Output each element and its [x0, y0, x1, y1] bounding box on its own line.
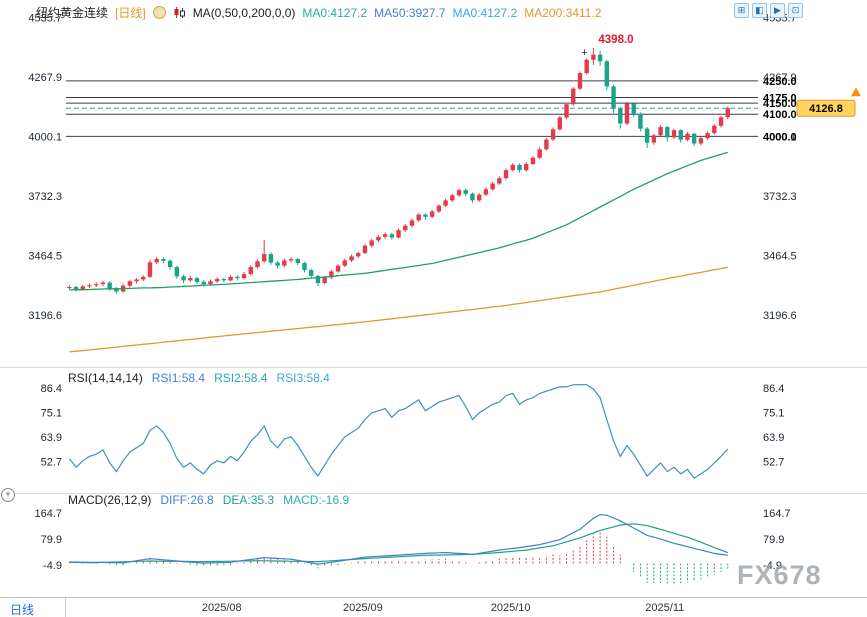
rsi3-value: RSI3:58.4 [276, 371, 330, 385]
svg-text:52.7: 52.7 [763, 456, 784, 468]
grid-layout-icon[interactable]: ⊞ [734, 3, 749, 18]
ma50-line [69, 151, 728, 291]
svg-text:63.9: 63.9 [41, 432, 62, 444]
last-price-tag: 4126.8 [796, 99, 856, 117]
svg-text:4126.8: 4126.8 [809, 103, 843, 115]
chart-toolbar: ⊞ ◧ ▶ ⊡ [734, 3, 803, 18]
svg-text:3196.6: 3196.6 [28, 310, 62, 322]
time-axis-label: 2025/11 [645, 602, 685, 614]
time-axis-label: 2025/10 [490, 602, 531, 614]
ma50-value: MA50:3927.7 [374, 5, 446, 20]
diff-line [69, 513, 728, 565]
svg-text:75.1: 75.1 [763, 408, 784, 420]
svg-text:164.7: 164.7 [34, 508, 62, 520]
svg-text:4150.0: 4150.0 [763, 98, 797, 110]
svg-text:4267.9: 4267.9 [28, 72, 62, 84]
watermark: FX678 [737, 560, 822, 590]
svg-text:4100.0: 4100.0 [763, 109, 797, 121]
svg-text:86.4: 86.4 [763, 383, 784, 395]
svg-text:4250.0: 4250.0 [763, 76, 797, 88]
svg-text:4175.0: 4175.0 [763, 93, 797, 105]
svg-text:4267.9: 4267.9 [763, 72, 797, 84]
svg-text:3732.3: 3732.3 [763, 191, 797, 203]
rsi2-value: RSI2:58.4 [214, 371, 268, 385]
footer-divider [65, 598, 66, 617]
svg-text:164.7: 164.7 [763, 508, 791, 520]
svg-text:4535.7: 4535.7 [28, 12, 62, 24]
svg-text:3464.5: 3464.5 [763, 250, 797, 262]
macd-histogram [68, 531, 729, 584]
single-layout-icon[interactable]: ⊡ [788, 3, 803, 18]
svg-text:3732.3: 3732.3 [28, 191, 62, 203]
time-axis-label: 2025/08 [201, 602, 242, 614]
period-daily-button[interactable]: 日线 [10, 603, 35, 617]
diff-value: DIFF:26.8 [160, 493, 214, 507]
time-axis-label: 2025/09 [342, 602, 383, 614]
rsi-axis: 86.4 86.4 75.1 75.1 63.9 63.9 52.7 52.7 [41, 383, 785, 468]
rsi-line [68, 384, 729, 479]
split-layout-icon[interactable]: ◧ [752, 3, 767, 18]
ma200-line [69, 266, 728, 353]
period-tag: [日线] [115, 6, 146, 20]
svg-text:-4.9: -4.9 [763, 560, 782, 572]
svg-text:79.9: 79.9 [41, 534, 62, 546]
instrument-name[interactable]: 纽约黄金连续 [36, 6, 109, 20]
ma0b-value: MA0:4127.2 [452, 5, 518, 20]
indicator-settings-icon[interactable]: + [1, 488, 15, 502]
macd-header: MACD(26,12,9) DIFF:26.8 DEA:35.3 MACD:-1… [68, 493, 349, 507]
svg-text:75.1: 75.1 [41, 408, 62, 420]
svg-text:3196.6: 3196.6 [763, 310, 797, 322]
macd-settings-label[interactable]: MACD(26,12,9) [68, 493, 152, 507]
svg-text:4000.1: 4000.1 [763, 131, 797, 143]
time-axis-bar: 日线 2025/08 2025/09 2025/10 2025/11 [0, 597, 867, 617]
peak-marker: + [581, 47, 587, 59]
ma-settings-label[interactable]: MA(0,50,0,200,0,0) [192, 5, 296, 20]
svg-text:63.9: 63.9 [763, 432, 784, 444]
rsi1-value: RSI1:58.4 [151, 371, 206, 385]
play-forward-icon[interactable]: ▶ [770, 3, 785, 18]
ma200-value: MA200:3411.2 [524, 5, 602, 20]
chart-header: 纽约黄金连续 [日线] MA(0,50,0,200,0,0) MA0:4127.… [36, 4, 601, 21]
dea-line [69, 523, 729, 564]
dea-value: DEA:35.3 [222, 493, 275, 507]
peak-annotation: 4398.0 [598, 34, 633, 46]
macd-axis: 164.7 164.7 79.9 79.9 -4.9 -4.9 [34, 508, 790, 572]
svg-text:4000.0: 4000.0 [763, 131, 797, 143]
candles-layer [67, 47, 730, 294]
alert-dot-icon[interactable] [152, 6, 166, 19]
candlestick-chart-icon[interactable] [173, 6, 186, 19]
svg-text:86.4: 86.4 [41, 383, 62, 395]
latest-price-arrow-icon[interactable] [851, 87, 861, 97]
svg-text:52.7: 52.7 [41, 456, 62, 468]
rsi-header: RSI(14,14,14) RSI1:58.4 RSI2:58.4 RSI3:5… [68, 371, 330, 385]
rsi-settings-label[interactable]: RSI(14,14,14) [68, 371, 143, 385]
svg-text:-4.9: -4.9 [43, 560, 62, 572]
svg-text:3464.5: 3464.5 [28, 250, 62, 262]
svg-text:4000.1: 4000.1 [28, 131, 62, 143]
macd-value: MACD:-16.9 [283, 493, 350, 507]
svg-text:79.9: 79.9 [763, 534, 784, 546]
ma0-value: MA0:4127.2 [302, 5, 368, 20]
